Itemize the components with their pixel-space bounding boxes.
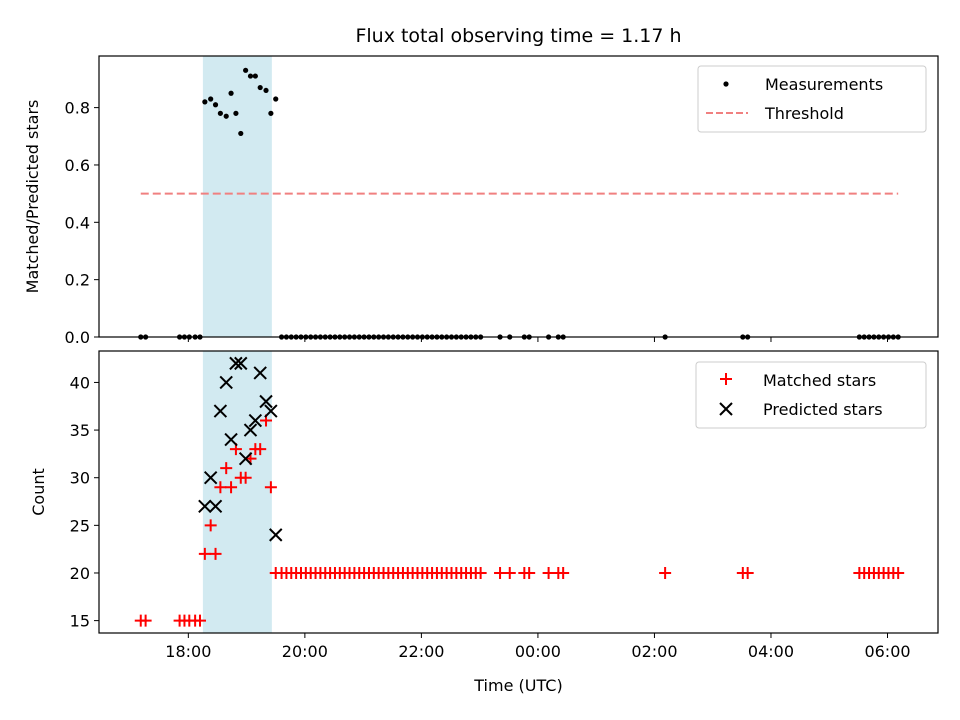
y-tick-label: 40 — [70, 373, 90, 392]
y-tick-label: 15 — [70, 612, 90, 631]
matched-star-point — [193, 614, 206, 627]
matched-stars-series — [134, 414, 905, 627]
measurement-point — [257, 84, 263, 91]
x-tick-label: 02:00 — [631, 642, 677, 661]
predicted-star-point — [198, 499, 212, 513]
y-axis-label-bottom: Count — [29, 468, 48, 516]
legend-predicted-stars: Predicted stars — [763, 400, 883, 419]
predicted-stars-series — [198, 356, 283, 542]
observing-span-highlight — [202, 351, 272, 633]
measurement-point — [217, 110, 223, 116]
predicted-star-point — [253, 366, 267, 380]
predicted-star-point — [219, 375, 233, 390]
predicted-star-point — [238, 451, 253, 466]
x-tick-label: 00:00 — [515, 642, 561, 661]
measurement-point — [202, 99, 208, 105]
y-tick-label: 0.0 — [65, 328, 90, 347]
y-tick-label: 25 — [70, 516, 90, 535]
y-tick-label: 20 — [70, 564, 90, 583]
matched-star-point — [139, 614, 152, 627]
predicted-star-point — [203, 471, 218, 485]
predicted-star-point — [264, 404, 278, 418]
matched-star-point — [741, 566, 754, 579]
y-axis-ticks-top: 0.0 0.2 0.4 0.6 0.8 — [65, 99, 99, 347]
y-tick-label: 35 — [70, 421, 90, 440]
predicted-star-point — [229, 356, 243, 371]
measurement-point — [263, 87, 269, 94]
y-tick-label: 0.4 — [65, 213, 90, 232]
matched-star-point — [239, 471, 252, 484]
measurement-point — [268, 110, 274, 116]
matched-star-point — [474, 566, 487, 579]
matched-star-point — [659, 566, 672, 579]
y-tick-label: 0.6 — [65, 156, 90, 175]
y-tick-label: 30 — [70, 469, 90, 488]
matched-star-point — [209, 547, 222, 560]
measurement-point — [247, 73, 254, 79]
count-panel-frame — [98, 350, 939, 634]
legend-matched-stars: Matched stars — [763, 371, 876, 390]
predicted-star-point — [234, 356, 248, 371]
chart-title: Flux total observing time = 1.17 h — [355, 25, 681, 47]
measurements-legend-marker — [723, 81, 729, 87]
predicted-star-point — [269, 528, 283, 542]
matched-star-point — [198, 547, 211, 560]
y-tick-label: 0.2 — [65, 271, 90, 290]
measurement-point — [208, 96, 214, 102]
x-tick-label: 06:00 — [864, 642, 910, 661]
x-tick-label: 04:00 — [748, 642, 794, 661]
matched-star-point — [204, 519, 217, 532]
y-tick-label: 0.8 — [65, 99, 90, 118]
measurement-point — [252, 73, 258, 79]
matched-star-point — [220, 462, 233, 475]
predicted-stars-legend-marker — [719, 402, 733, 416]
predicted-star-point — [224, 432, 238, 447]
measurement-point — [273, 96, 279, 102]
predicted-star-point — [213, 404, 228, 418]
matched-star-point — [254, 443, 267, 456]
y-axis-ticks-bottom: 15 20 25 30 35 40 — [70, 373, 99, 631]
predicted-star-point — [243, 423, 258, 437]
legend-bottom: Matched stars Predicted stars — [695, 361, 927, 429]
observing-span-highlight — [202, 56, 272, 337]
legend-top: Measurements Threshold — [697, 65, 927, 133]
predicted-star-point — [208, 499, 223, 513]
x-tick-label: 18:00 — [165, 642, 211, 661]
x-tick-label: 20:00 — [282, 642, 328, 661]
x-axis-ticks-bottom: 18:00 20:00 22:00 00:00 02:00 04:00 06:00 — [165, 633, 911, 661]
measurement-point — [243, 67, 249, 73]
matched-star-point — [225, 481, 238, 494]
measurement-point — [233, 110, 239, 116]
count-panel: 15 20 25 30 35 40 18:00 20:00 22:00 00:00 02:00 04… — [29, 350, 939, 695]
legend-threshold: Threshold — [764, 104, 844, 123]
legend-top-frame — [697, 65, 927, 133]
legend-measurements: Measurements — [765, 75, 883, 94]
x-axis-ticks-top — [187, 337, 889, 342]
ratio-panel: 0.00.20.40.60.8 Matched/Predicted stars … — [23, 55, 939, 347]
matched-star-point — [264, 481, 277, 494]
matched-star-point — [214, 481, 227, 494]
measurement-point — [223, 113, 229, 119]
matched-star-point — [523, 566, 536, 579]
measurement-point — [212, 102, 219, 108]
y-axis-label-top: Matched/Predicted stars — [23, 100, 42, 294]
measurement-point — [228, 90, 234, 96]
matched-star-point — [892, 566, 905, 579]
x-axis-label: Time (UTC) — [473, 676, 562, 695]
x-tick-label: 22:00 — [398, 642, 444, 661]
matched-stars-legend-marker — [720, 373, 732, 385]
legend-bottom-frame — [695, 361, 927, 429]
matched-star-point — [503, 566, 516, 579]
ratio-panel-frame — [98, 55, 939, 338]
matched-star-point — [557, 566, 570, 579]
measurement-point — [238, 130, 244, 137]
predicted-star-point — [248, 413, 263, 428]
predicted-star-point — [259, 394, 273, 409]
